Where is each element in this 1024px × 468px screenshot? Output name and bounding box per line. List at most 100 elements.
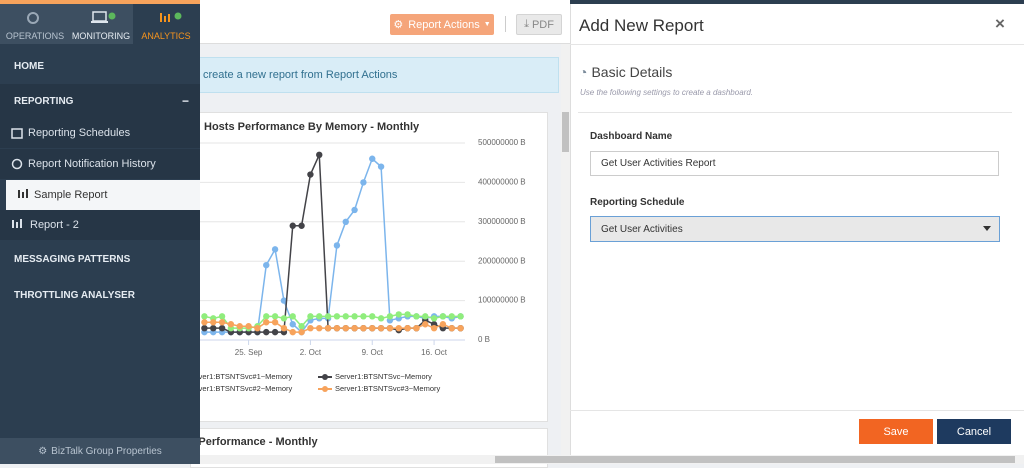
section-text: Basic Details [591, 64, 673, 80]
menu-item[interactable]: HOME [0, 50, 200, 82]
data-point [377, 315, 385, 322]
menu-item[interactable]: THROTTLING ANALYSER [0, 278, 200, 312]
menu-label: REPORTING [14, 95, 74, 107]
data-point [351, 324, 358, 332]
legend-label: Server1:BTSNTSvc#3~Memory [335, 384, 440, 393]
data-point [395, 324, 402, 332]
data-point [271, 319, 279, 326]
input-value: Get User Activities Report [601, 158, 716, 169]
h-scroll-thumb[interactable] [495, 456, 1015, 463]
y-tick-label: 100000000 B [478, 296, 526, 305]
menu-label: Report Notification History [28, 158, 156, 170]
tab[interactable]: OPERATIONS [2, 4, 68, 44]
data-point [289, 222, 296, 229]
data-point [333, 242, 341, 249]
data-point [457, 324, 464, 332]
y-tick-label: 0 B [478, 335, 490, 344]
data-point [324, 313, 332, 320]
data-point [289, 321, 296, 328]
active-tab-bg [133, 4, 200, 44]
sidebar: OPERATIONS MONITORING ANALYTICS HOME REP… [0, 0, 200, 464]
data-point [369, 155, 376, 162]
data-point [395, 311, 402, 318]
data-point [307, 313, 314, 320]
data-point [218, 324, 226, 332]
data-point [360, 179, 367, 186]
data-point [298, 222, 305, 229]
data-point [271, 313, 279, 320]
data-point [218, 313, 226, 320]
data-point [404, 311, 411, 318]
tab-label: MONITORING [71, 31, 131, 41]
data-point [280, 324, 288, 332]
data-point [448, 313, 455, 320]
data-point [333, 313, 341, 320]
data-point [439, 313, 447, 320]
scrollbar[interactable] [561, 44, 570, 464]
data-point [351, 206, 358, 214]
sidebar-accent [0, 0, 200, 4]
select-value: Get User Activities [601, 223, 683, 235]
x-tick-label: 2. Oct [300, 348, 322, 357]
sidebar-footer[interactable]: ⚙ BizTalk Group Properties [0, 438, 200, 464]
data-point [351, 313, 358, 320]
data-point [298, 323, 305, 330]
data-point [324, 324, 332, 332]
close-button[interactable]: × [995, 14, 1005, 33]
section-hint: Use the following settings to create a d… [580, 88, 753, 97]
data-point [342, 324, 349, 332]
data-point [289, 328, 296, 336]
data-point [201, 319, 208, 326]
pdf-button[interactable]: ⤓ PDF [516, 14, 562, 35]
chart: Hosts Performance By Memory - Monthly 0 … [170, 121, 526, 393]
panel-top-border [570, 0, 1024, 4]
data-point [201, 324, 208, 332]
menu-item[interactable]: Report - 2 [0, 210, 200, 240]
separator [505, 16, 506, 32]
data-point [430, 324, 438, 332]
menu-item[interactable]: REPORTING − [0, 84, 200, 118]
data-point [298, 328, 305, 336]
data-point [360, 313, 367, 320]
text-input[interactable]: Get User Activities Report [590, 151, 999, 176]
y-tick-label: 200000000 B [478, 256, 526, 265]
data-point [289, 313, 296, 320]
field-label: Reporting Schedule [590, 197, 685, 208]
scroll-thumb[interactable] [562, 112, 569, 152]
data-point [263, 313, 270, 320]
save-button[interactable]: Save [859, 419, 933, 444]
data-point [369, 313, 376, 320]
data-point [342, 313, 349, 320]
menu-icons [11, 128, 28, 228]
report-actions-button[interactable]: ⚙ Report Actions ▼ [390, 14, 494, 35]
x-tick-label: 16. Oct [421, 348, 448, 357]
x-tick-label: 9. Oct [362, 348, 384, 357]
data-point [263, 319, 270, 326]
select-input[interactable]: Get User Activities [590, 216, 1000, 242]
tab[interactable]: ANALYTICS [133, 4, 199, 44]
collapse-icon[interactable]: − [182, 94, 190, 108]
legend-marker [322, 386, 328, 392]
menu-item[interactable]: Report Notification History [0, 149, 200, 179]
data-point [271, 246, 279, 253]
tab[interactable]: MONITORING [68, 4, 134, 44]
menu-item[interactable]: Reporting Schedules [0, 118, 200, 148]
data-point [245, 323, 252, 330]
tab-label: ANALYTICS [141, 31, 191, 41]
legend-label: Server1:BTSNTSvc#2~Memory [187, 384, 292, 393]
data-point [254, 324, 261, 332]
cancel-button[interactable]: Cancel [937, 419, 1011, 444]
menu-label: Reporting Schedules [28, 127, 131, 139]
select-arrow [983, 226, 991, 231]
menu-item[interactable]: MESSAGING PATTERNS [0, 242, 200, 276]
data-point [307, 171, 314, 178]
data-point [457, 313, 464, 320]
data-point [448, 324, 455, 332]
menu-item-selected[interactable]: Sample Report [6, 180, 200, 210]
series-line [204, 157, 461, 334]
data-point [236, 323, 243, 330]
y-tick-label: 400000000 B [478, 178, 526, 187]
data-point [263, 261, 270, 269]
